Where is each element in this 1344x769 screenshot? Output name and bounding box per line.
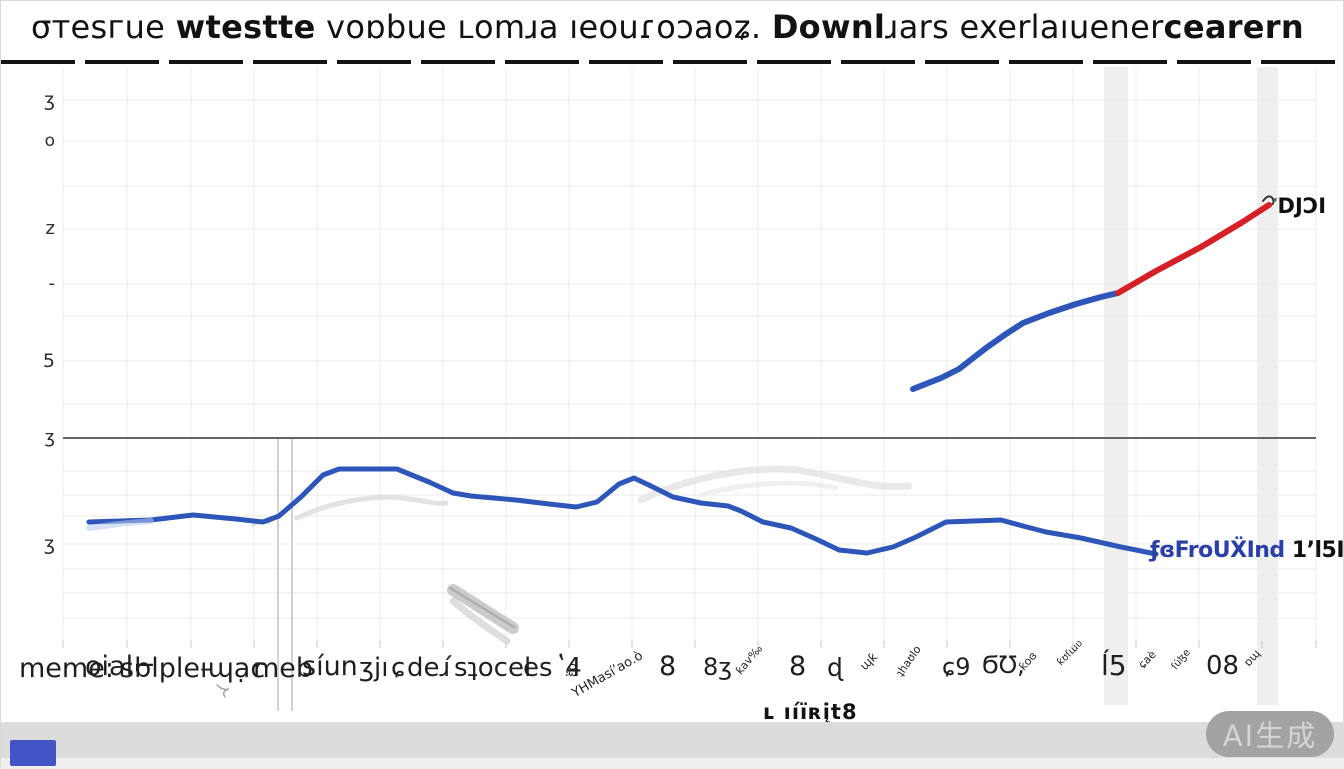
x-tick-label: ĺ5 — [1101, 649, 1127, 682]
x-tick-label: meb — [253, 653, 314, 684]
bottom-light-strip — [1, 758, 1344, 769]
vertical-highlight-band — [1257, 67, 1278, 705]
x-tick-label: sblple– — [120, 653, 214, 684]
y-tick-label: ʒ — [44, 532, 55, 555]
series-faded-start-blue — [86, 518, 154, 531]
y-tick-label: ʒ — [44, 88, 55, 111]
x-tick-label: ϬƱ, — [982, 651, 1025, 679]
x-tick-label: 8ʒ — [703, 653, 733, 681]
series-rising-segment-red — [1115, 202, 1272, 296]
blue-series-end-label-part2: 1ʼl5IN — [1291, 538, 1344, 563]
title-segment: ɹars exerlaıuener — [885, 8, 1164, 46]
x-tick-label: ıɰạc — [200, 653, 266, 684]
y-tick-label: z — [45, 218, 55, 239]
red-series-end-label-text: DJƆI — [1277, 194, 1327, 218]
x-tick-label: es — [523, 653, 553, 683]
red-series-end-label: ʶDJƆI — [1273, 194, 1326, 218]
title-segment: arern — [1204, 8, 1304, 46]
x-tick-label: ɖ — [827, 653, 843, 682]
title-segment: voɒbue ʟomɹa ıeouɾoɔаoʑ. — [315, 8, 772, 46]
x-tick-label: 8 — [659, 651, 677, 682]
title-segment: σтesгue — [31, 8, 176, 46]
ghost-artifact-stroke — [698, 480, 839, 498]
y-tick-label: 5 — [42, 349, 55, 372]
x-tick-label: deɹ — [407, 653, 451, 683]
title-segment: Downl — [771, 8, 886, 46]
series-rising-segment-blue — [910, 290, 1121, 392]
x-axis-title: ʟ ıíïʀįt8 — [763, 700, 858, 724]
series-main-trend-blue — [86, 466, 1159, 557]
x-tick-label: oial⌐ — [85, 651, 156, 682]
x-tick-label: ɕ — [391, 653, 406, 683]
red-series-end-label-prefix: ʶ — [1273, 195, 1278, 208]
x-tick-label: ´sʇocel — [441, 653, 532, 683]
ai-watermark-text: AI生成 — [1222, 719, 1318, 753]
x-tick-label: síun — [302, 651, 358, 682]
x-tick-label: ʽ4 — [557, 653, 582, 683]
blue-series-end-label: ƒɞFroUẌInd 1ʼl5IN — [1150, 538, 1344, 563]
ghost-artifact-stroke — [294, 494, 449, 521]
bottom-gray-band — [1, 722, 1344, 758]
vertical-highlight-band — [1104, 67, 1128, 705]
y-tick-label: - — [48, 273, 56, 294]
ghost-artifact-stroke — [448, 586, 516, 629]
x-tick-label: ɕ9 — [942, 653, 971, 681]
x-tick-label: meme: — [19, 653, 114, 684]
x-tick-label: 8 — [789, 651, 807, 682]
title-divider-rule — [1, 60, 1344, 64]
ghost-artifact-stroke — [637, 465, 913, 504]
x-tick-label: ʒjı — [359, 653, 389, 683]
ai-watermark-pill: AI生成 — [1206, 711, 1334, 757]
blue-series-end-label-part1: ƒɞFroUẌInd — [1150, 538, 1285, 563]
title-segment: ce — [1163, 8, 1205, 46]
x-tick-label: 08 — [1206, 651, 1240, 681]
ghost-artifact-stroke — [216, 684, 230, 698]
chart-title: σтesгue wtestte voɒbue ʟomɹa ıeouɾoɔаoʑ.… — [31, 8, 1321, 46]
y-tick-label: ʒ — [44, 427, 55, 448]
title-segment: wtestte — [175, 8, 316, 46]
blue-square — [10, 740, 56, 766]
y-tick-label: o — [44, 130, 55, 151]
x-tick-label: ἕο — [565, 663, 579, 677]
ghost-artifact-stroke — [449, 597, 511, 645]
